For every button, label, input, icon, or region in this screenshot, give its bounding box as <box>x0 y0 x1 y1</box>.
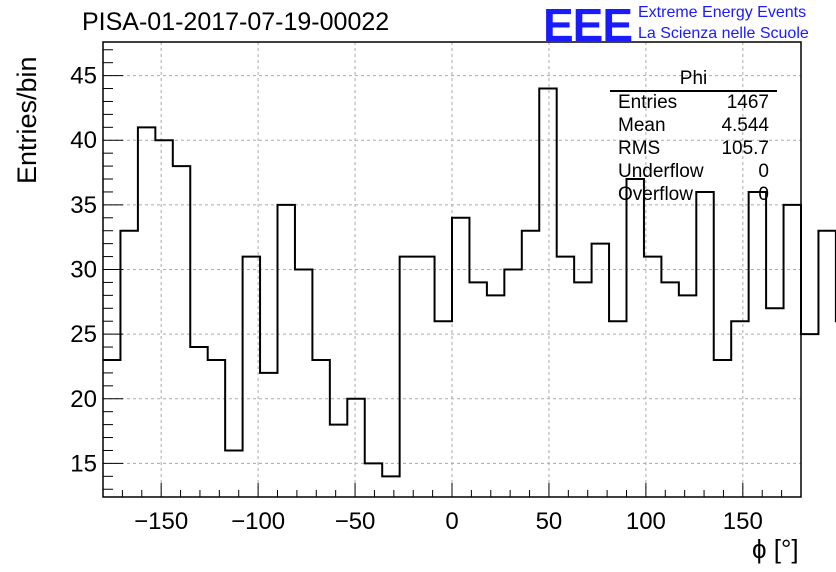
stats-value: 1467 <box>726 92 769 113</box>
stats-title: Phi <box>610 68 777 92</box>
x-tick-label: 100 <box>626 508 666 535</box>
stats-value: 0 <box>758 161 769 182</box>
stats-row: Underflow 0 <box>610 161 777 184</box>
stats-value: 0 <box>758 184 769 205</box>
stats-value: 105.7 <box>721 138 769 159</box>
x-tick-label: 50 <box>536 508 563 535</box>
y-tick-label: 35 <box>70 192 97 219</box>
x-axis-label: ϕ [°] <box>752 534 799 564</box>
logo-line-1: Extreme Energy Events <box>638 4 807 21</box>
stats-row: Mean 4.544 <box>610 115 777 138</box>
x-tick-label: −50 <box>335 508 376 535</box>
stats-box: Phi Entries 1467 Mean 4.544 RMS 105.7 Un… <box>610 68 777 207</box>
x-tick-label: 150 <box>723 508 763 535</box>
chart-title: PISA-01-2017-07-19-00022 <box>82 8 390 36</box>
stats-label: Overflow <box>618 184 693 205</box>
stats-row: Entries 1467 <box>610 92 777 115</box>
y-tick-label: 20 <box>70 386 97 413</box>
eee-logo: EEE <box>543 0 633 51</box>
x-tick-label: −100 <box>231 508 285 535</box>
stats-label: Mean <box>618 115 666 136</box>
y-tick-label: 15 <box>70 450 97 477</box>
y-tick-label: 45 <box>70 63 97 90</box>
x-tick-label: −150 <box>134 508 188 535</box>
stats-label: Underflow <box>618 161 704 182</box>
x-tick-label: 0 <box>445 508 458 535</box>
stats-value: 4.544 <box>721 115 769 136</box>
eee-logo-text: Extreme Energy Events La Scienza nelle S… <box>638 2 809 44</box>
y-tick-label: 30 <box>70 257 97 284</box>
stats-label: Entries <box>618 92 678 113</box>
y-tick-label: 25 <box>70 321 97 348</box>
stats-row: RMS 105.7 <box>610 138 777 161</box>
y-tick-label: 40 <box>70 127 97 154</box>
histogram-series <box>103 87 836 478</box>
stats-row: Overflow 0 <box>610 184 777 207</box>
y-axis-label: Entries/bin <box>12 56 42 184</box>
stats-label: RMS <box>618 138 661 159</box>
logo-line-2: La Scienza nelle Scuole <box>638 25 809 42</box>
